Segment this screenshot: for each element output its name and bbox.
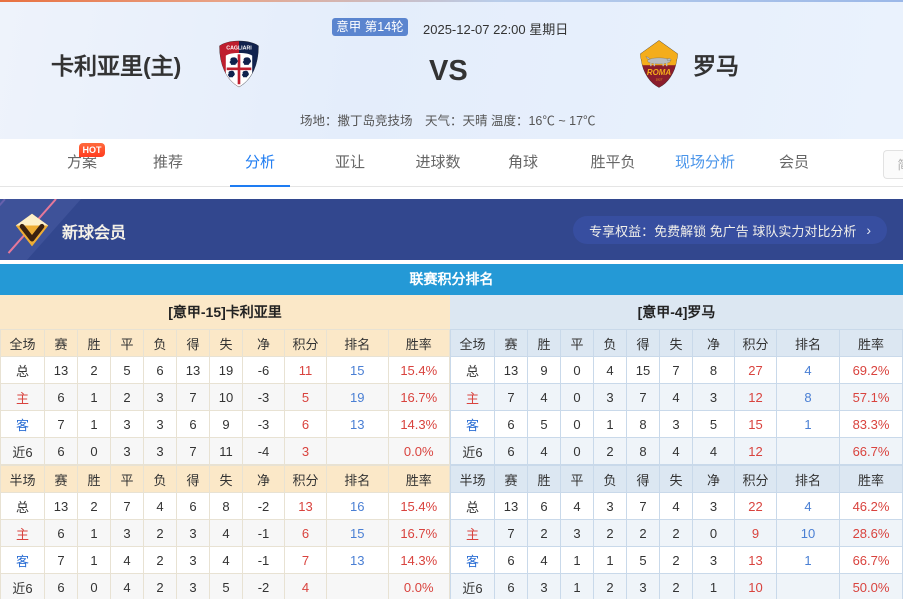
svg-text:ROMA: ROMA <box>647 68 671 77</box>
svg-text:1927: 1927 <box>656 77 663 81</box>
svg-text:CAGLIARI: CAGLIARI <box>227 45 253 51</box>
